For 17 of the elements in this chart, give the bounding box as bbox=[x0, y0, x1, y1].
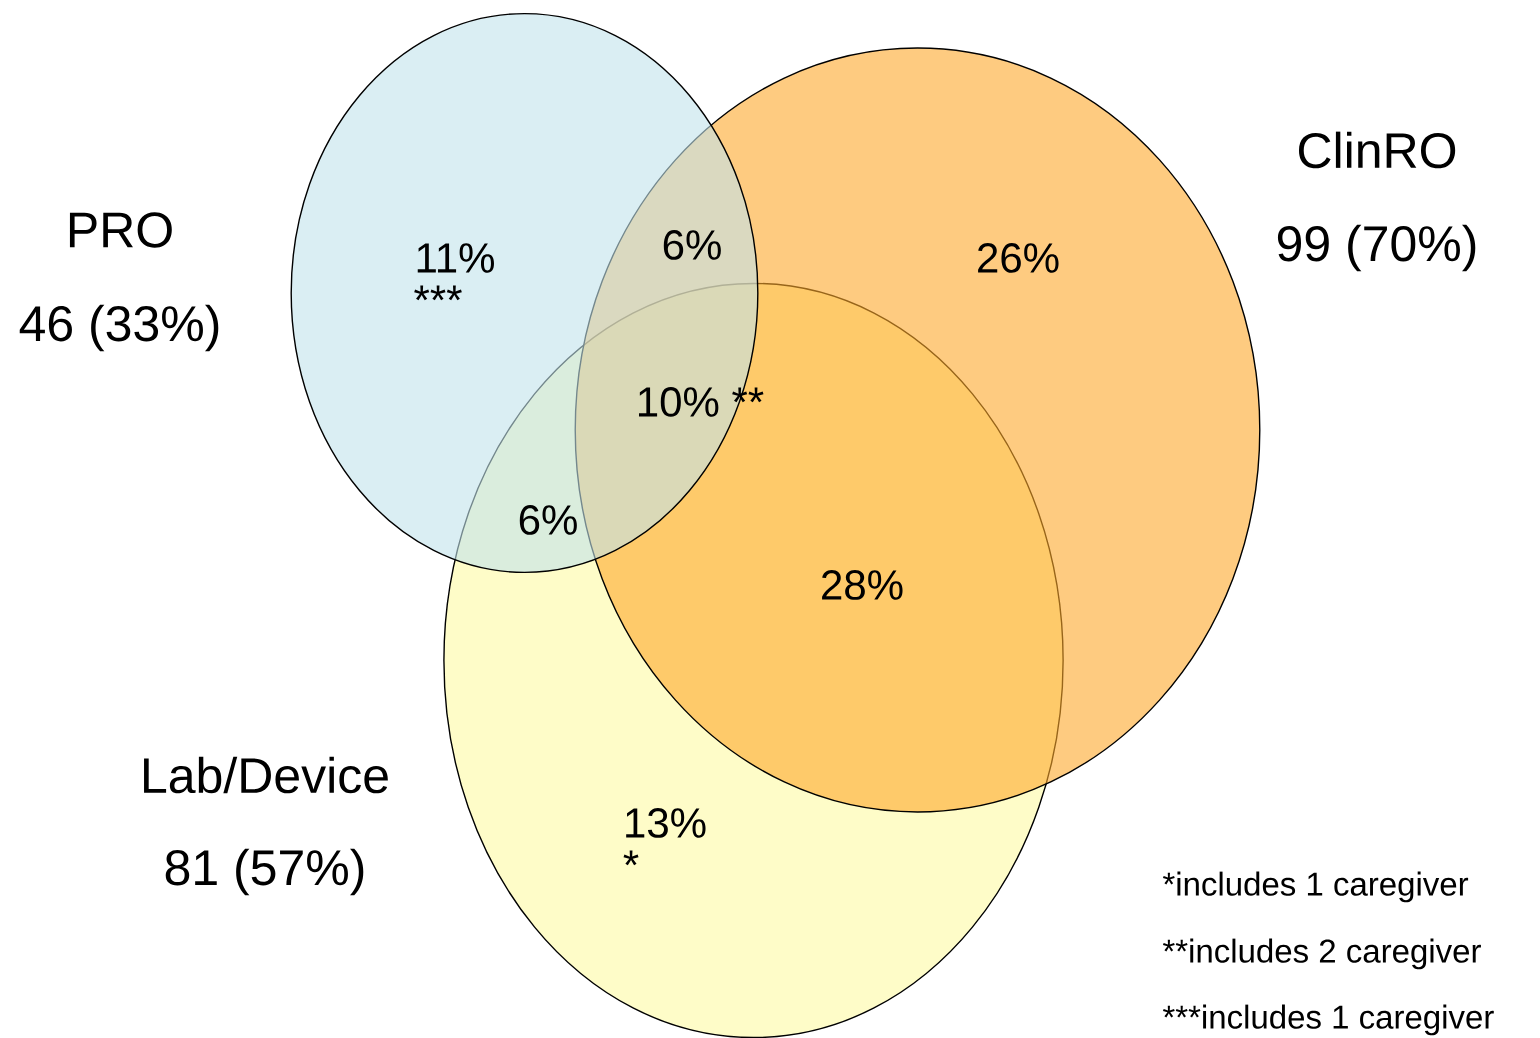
text: *** bbox=[414, 285, 462, 301]
data-label: 81 (57%) bbox=[165, 848, 364, 896]
text: 6% bbox=[519, 505, 577, 535]
text: 6% bbox=[663, 229, 721, 260]
text: 13% bbox=[626, 808, 706, 838]
text: *includes 1 caregiver bbox=[1162, 871, 1469, 903]
data-label: 46 (33%) bbox=[19, 304, 219, 352]
category-label: PRO bbox=[69, 212, 172, 248]
category-label: Lab/Device bbox=[144, 756, 388, 794]
category-label: ClinRO bbox=[1298, 131, 1456, 169]
text: * bbox=[623, 850, 639, 866]
data-label: 99 (70%) bbox=[1277, 224, 1476, 272]
text: 11% bbox=[417, 243, 494, 273]
text: ***includes 1 caregiver bbox=[1162, 1004, 1494, 1036]
text: **includes 2 caregiver bbox=[1162, 938, 1481, 970]
text: 28% bbox=[822, 570, 903, 600]
text: 26% bbox=[978, 242, 1059, 273]
